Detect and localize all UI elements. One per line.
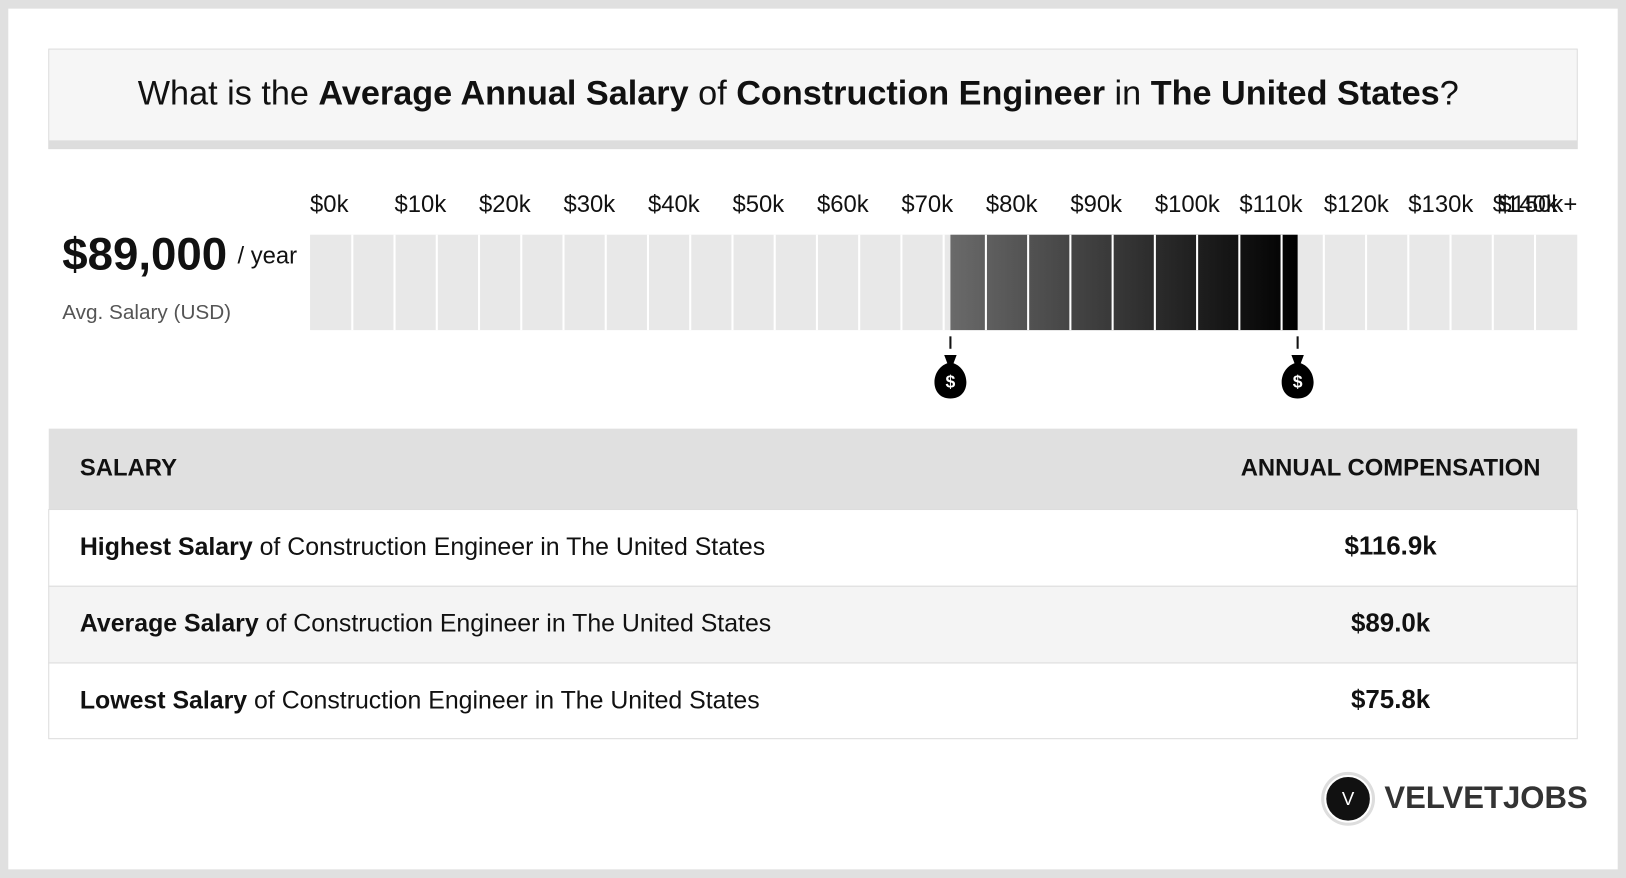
x-tick-label: $0k	[310, 191, 349, 218]
money-symbol: $	[1293, 372, 1303, 392]
logo-mark: V	[1342, 788, 1355, 809]
row-label: Lowest Salary of Construction Engineer i…	[80, 686, 760, 714]
title-part: What is the	[138, 75, 319, 113]
title-part: in	[1105, 75, 1151, 113]
row-label-text: of Construction Engineer in The United S…	[259, 609, 772, 637]
title-underline	[48, 140, 1578, 149]
money-bag	[934, 355, 967, 399]
x-tick-label: $20k	[479, 191, 531, 218]
table-header: ANNUAL COMPENSATION	[1241, 454, 1541, 481]
row-label-bold: Average Salary	[80, 609, 259, 637]
salary-table: SALARY ANNUAL COMPENSATION Highest Salar…	[48, 428, 1578, 740]
title-part: ?	[1440, 75, 1459, 113]
x-tick-label: $150k+	[1498, 191, 1577, 218]
salary-range	[950, 234, 1298, 331]
title-part: The United States	[1151, 75, 1440, 113]
avg-label: Avg. Salary (USD)	[62, 301, 231, 324]
row-label-text: of Construction Engineer in The United S…	[253, 532, 766, 560]
row-label: Average Salary of Construction Engineer …	[80, 609, 771, 637]
x-tick-label: $70k	[901, 191, 953, 218]
x-tick-label: $130k	[1408, 191, 1473, 218]
x-tick-label: $60k	[817, 191, 869, 218]
table-row-bg	[48, 508, 1578, 587]
logo-circle	[1324, 774, 1372, 823]
row-label-bold: Highest Salary	[80, 532, 253, 560]
row-label: Highest Salary of Construction Engineer …	[80, 532, 765, 560]
title: What is the Average Annual Salary of Con…	[90, 75, 1487, 113]
x-tick-label: $110k	[1239, 191, 1302, 218]
avg-salary: $89,000 / year	[62, 229, 297, 280]
x-tick-label: $50k	[732, 191, 784, 218]
salary-marker: $	[1281, 336, 1314, 399]
table-header-bg	[48, 428, 1578, 510]
row-label-text: of Construction Engineer in The United S…	[247, 686, 760, 714]
row-label-bold: Lowest Salary	[80, 686, 247, 714]
range-chart: $0k $10k $20k $30k $40k $50k $60k $70k $80k $90k $…	[310, 191, 1578, 399]
x-tick-label: $120k	[1324, 191, 1389, 218]
avg-unit: / year	[237, 243, 297, 270]
title-part: Average Annual Salary	[318, 75, 688, 113]
table-header: SALARY	[80, 454, 177, 481]
table-row-bg	[48, 585, 1578, 664]
row-value: $116.9k	[1344, 533, 1437, 561]
x-tick-label: $40k	[648, 191, 700, 218]
row-value: $75.8k	[1351, 686, 1431, 714]
money-symbol: $	[946, 372, 956, 392]
x-tick-label: $100k	[1155, 191, 1220, 218]
logo-name: VELVETJOBS	[1384, 780, 1587, 815]
row-value: $89.0k	[1351, 609, 1431, 637]
x-tick-label: $80k	[986, 191, 1038, 218]
x-tick-label: $140k	[1493, 191, 1558, 218]
x-tick-label: $30k	[564, 191, 616, 218]
x-tick-label: $10k	[395, 191, 447, 218]
title-part: of	[689, 75, 737, 113]
title-part: Construction Engineer	[736, 75, 1105, 113]
money-bag	[1281, 355, 1314, 399]
title-box	[48, 48, 1578, 150]
logo: V VELVETJOBS	[1321, 771, 1588, 826]
avg-value: $89,000	[62, 229, 227, 280]
salary-marker: $	[934, 336, 967, 399]
x-tick-label: $90k	[1070, 191, 1122, 218]
table-row-bg	[48, 662, 1578, 740]
